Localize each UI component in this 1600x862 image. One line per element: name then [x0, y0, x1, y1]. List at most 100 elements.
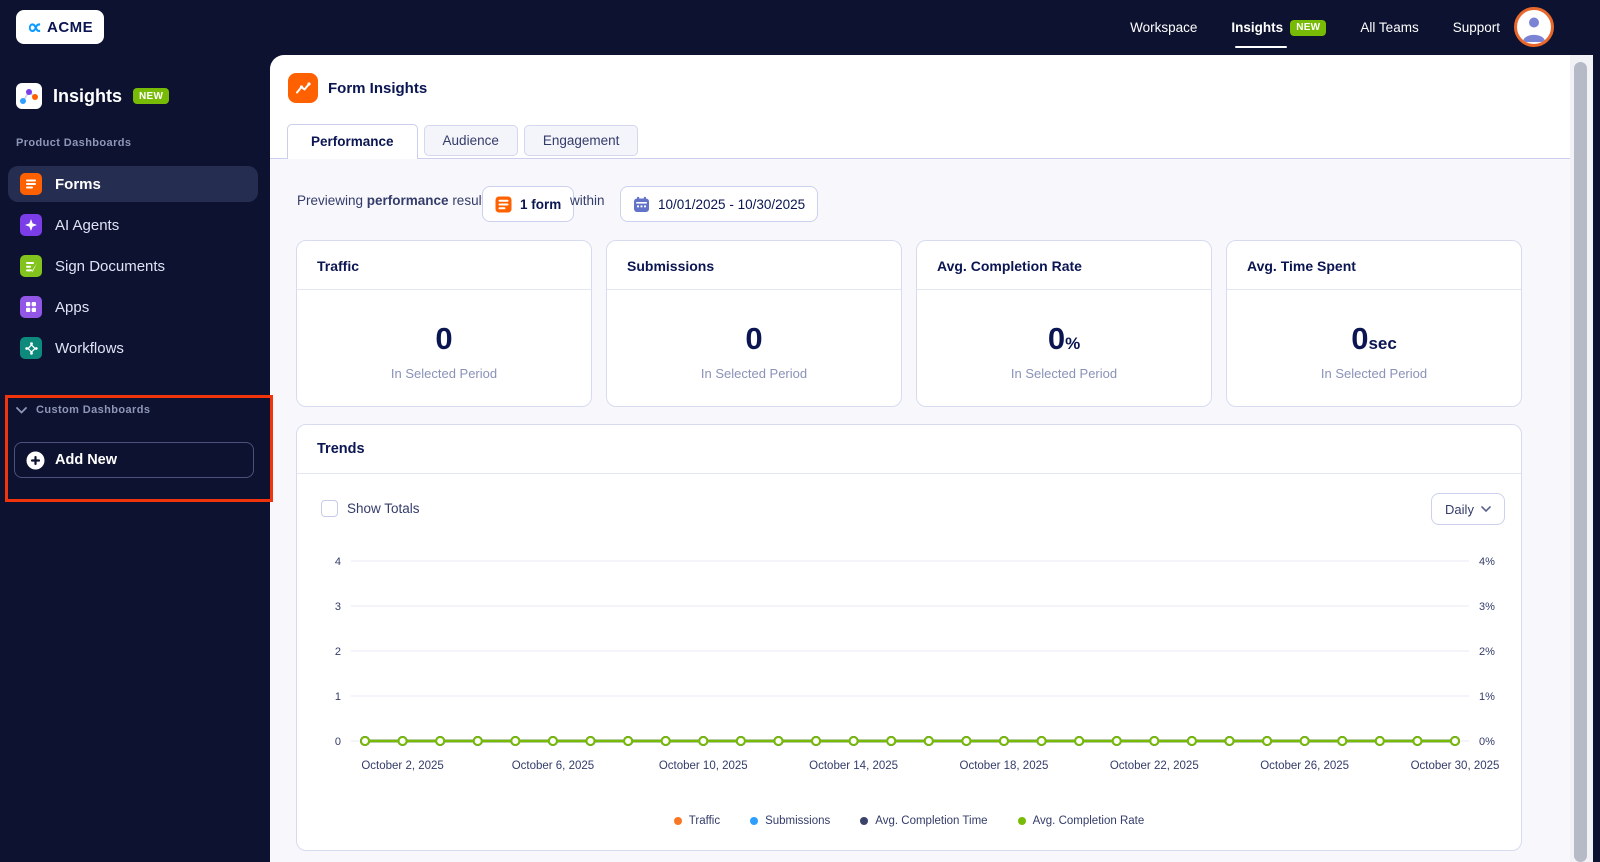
trends-line-chart[interactable]: 0 0% 1 1% 2 2% 3 3% 4 4% October 2, 2025 October 6,… — [297, 535, 1523, 787]
legend-dot — [750, 817, 759, 825]
top-nav: Workspace Insights NEW All Teams Support — [1130, 0, 1500, 55]
sidebar-item-workflows[interactable]: Workflows — [8, 330, 258, 366]
chevron-down-icon — [16, 406, 27, 414]
svg-text:October 30, 2025: October 30, 2025 — [1411, 760, 1500, 772]
svg-text:4%: 4% — [1479, 556, 1495, 568]
nav-workspace[interactable]: Workspace — [1130, 0, 1197, 55]
performance-content: Previewing performance results of 1 form… — [270, 159, 1600, 862]
stat-title: Avg. Completion Rate — [937, 258, 1082, 274]
stat-number: 0 — [1351, 321, 1369, 356]
chart-legend: Traffic Submissions Avg. Completion Time Av… — [297, 815, 1521, 827]
legend-item[interactable]: Avg. Completion Time — [860, 815, 988, 827]
window-edge — [1593, 55, 1600, 862]
filter-prefix: Previewing — [297, 193, 367, 208]
section-custom-dashboards[interactable]: Custom Dashboards — [16, 404, 150, 416]
stat-value: 0% — [917, 321, 1211, 357]
workflows-icon — [20, 337, 42, 359]
plus-icon — [26, 451, 45, 469]
svg-text:October 2, 2025: October 2, 2025 — [361, 760, 443, 772]
show-totals-toggle[interactable]: Show Totals — [321, 500, 420, 517]
nav-support[interactable]: Support — [1453, 0, 1500, 55]
acme-logo-icon: ∝ — [27, 15, 43, 39]
acme-logo[interactable]: ∝ ACME — [16, 10, 105, 44]
nav-support-label: Support — [1452, 20, 1500, 35]
svg-text:4: 4 — [335, 556, 341, 568]
form-selector-label: 1 form — [520, 196, 562, 212]
stat-title: Avg. Time Spent — [1247, 258, 1356, 274]
tab-audience[interactable]: Audience — [423, 125, 518, 156]
section-product-dashboards: Product Dashboards — [16, 137, 132, 149]
legend-item[interactable]: Traffic — [673, 815, 720, 827]
svg-text:October 18, 2025: October 18, 2025 — [960, 760, 1049, 772]
stat-unit: % — [1065, 334, 1081, 353]
nav-active-underline — [1235, 45, 1288, 48]
svg-text:1%: 1% — [1479, 691, 1495, 703]
add-new-button[interactable]: Add New — [14, 442, 254, 478]
divider — [297, 289, 591, 290]
topbar: ∝ ACME Workspace Insights NEW All Teams … — [0, 0, 1600, 55]
stat-number: 0 — [1047, 321, 1066, 356]
sidebar-item-ai-agents[interactable]: AI Agents — [8, 207, 258, 243]
stat-period: In Selected Period — [1320, 366, 1428, 381]
form-icon — [495, 196, 512, 212]
section-custom-dashboards-label: Custom Dashboards — [36, 404, 151, 416]
sidebar-item-workflows-label: Workflows — [55, 339, 124, 357]
sidebar-item-apps[interactable]: Apps — [8, 289, 258, 325]
scrollbar-thumb[interactable] — [1574, 62, 1587, 862]
date-range-button[interactable]: 10/01/2025 - 10/30/2025 — [620, 186, 819, 222]
svg-text:2: 2 — [335, 646, 341, 658]
svg-text:October 14, 2025: October 14, 2025 — [809, 760, 898, 772]
nav-insights[interactable]: Insights NEW — [1231, 0, 1327, 55]
sidebar-item-forms-label: Forms — [55, 175, 101, 193]
sidebar-menu: Forms AI Agents Sign Documents Apps Work… — [8, 166, 258, 371]
stat-card-submissions: Submissions 0 In Selected Period — [606, 240, 902, 407]
sign-documents-icon — [20, 255, 42, 277]
stat-title: Traffic — [317, 258, 360, 274]
sidebar-insights-header[interactable]: Insights NEW — [16, 83, 170, 109]
legend-item[interactable]: Submissions — [750, 815, 830, 827]
legend-label: Avg. Completion Time — [875, 815, 988, 827]
sidebar-item-sign-documents[interactable]: Sign Documents — [8, 248, 258, 284]
sidebar-app-title: Insights — [53, 85, 123, 106]
divider — [607, 289, 901, 290]
date-range-label: 10/01/2025 - 10/30/2025 — [658, 196, 806, 212]
user-avatar[interactable] — [1514, 7, 1554, 47]
nav-insights-label: Insights — [1231, 20, 1284, 35]
stat-value: 0 — [607, 321, 901, 357]
stat-card-traffic: Traffic 0 In Selected Period — [296, 240, 592, 407]
stat-card-completion-rate: Avg. Completion Rate 0% In Selected Peri… — [916, 240, 1212, 407]
forms-icon — [20, 173, 42, 195]
sidebar-item-forms[interactable]: Forms — [8, 166, 258, 202]
stat-card-time-spent: Avg. Time Spent 0sec In Selected Period — [1226, 240, 1522, 407]
form-selector-button[interactable]: 1 form — [482, 186, 575, 222]
page-title: Form Insights — [328, 80, 428, 97]
nav-all-teams[interactable]: All Teams — [1360, 0, 1418, 55]
filter-connector: within — [570, 193, 605, 208]
stat-number: 0 — [435, 321, 453, 356]
tab-performance[interactable]: Performance — [287, 124, 418, 159]
interval-dropdown[interactable]: Daily — [1431, 493, 1505, 525]
show-totals-checkbox[interactable] — [321, 500, 338, 517]
tab-engagement[interactable]: Engagement — [523, 125, 639, 156]
chevron-down-icon — [1481, 506, 1491, 512]
apps-icon — [20, 296, 42, 318]
svg-text:3%: 3% — [1479, 601, 1495, 613]
legend-dot — [1017, 817, 1026, 825]
stat-period: In Selected Period — [390, 366, 498, 381]
svg-text:October 10, 2025: October 10, 2025 — [659, 760, 748, 772]
legend-item[interactable]: Avg. Completion Rate — [1017, 815, 1144, 827]
svg-text:2%: 2% — [1479, 646, 1495, 658]
svg-text:October 26, 2025: October 26, 2025 — [1260, 760, 1349, 772]
person-icon — [1523, 17, 1545, 42]
stat-period: In Selected Period — [1010, 366, 1118, 381]
sidebar: Insights NEW Product Dashboards Forms AI… — [0, 55, 270, 862]
stat-number: 0 — [745, 321, 763, 356]
legend-dot — [673, 817, 682, 825]
tabs: Performance Audience Engagement — [287, 124, 639, 159]
nav-all-teams-label: All Teams — [1360, 20, 1419, 35]
legend-dot — [860, 817, 869, 825]
brand-name: ACME — [47, 18, 94, 36]
svg-text:October 6, 2025: October 6, 2025 — [512, 760, 594, 772]
filter-bold-word: performance — [366, 193, 449, 208]
stat-value: 0sec — [1227, 321, 1521, 357]
